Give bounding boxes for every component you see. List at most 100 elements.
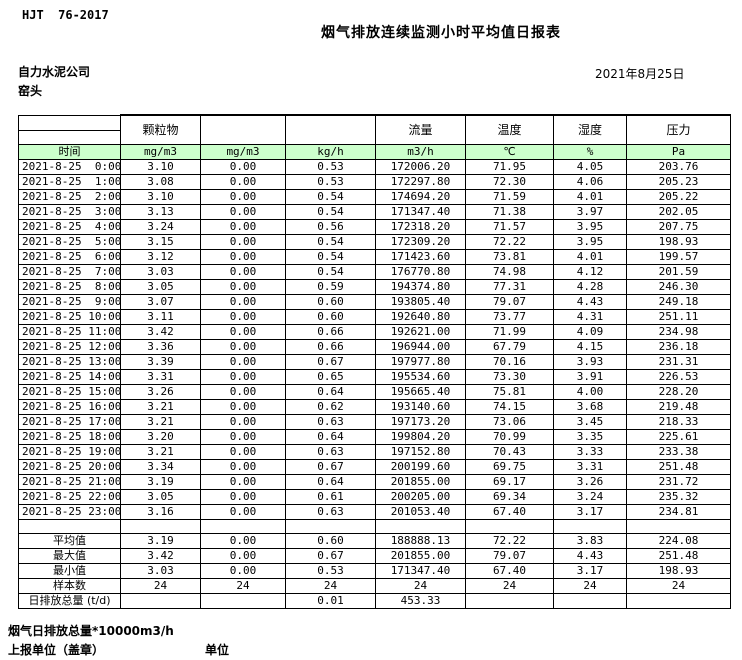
hourly-data-row: 2021-8-25 16:00 3.21 0.00 0.62 193140.60 74.1… xyxy=(18,398,731,415)
unit-m3-h: m3/h xyxy=(375,143,466,160)
daily-total-row: 日排放总量 (t/d) 0.01 453.33 xyxy=(18,592,731,609)
summary-value-cell: 3.83 xyxy=(553,532,627,549)
value-cell: 3.10 xyxy=(120,158,201,175)
value-cell: 197977.80 xyxy=(375,353,466,370)
time-group-cell xyxy=(18,114,121,145)
value-cell: 4.01 xyxy=(553,248,627,265)
summary-value-cell: 224.08 xyxy=(626,532,731,549)
value-cell: 0.00 xyxy=(200,428,286,445)
unit-percent: % xyxy=(553,143,627,160)
unit-mg-m3-1: mg/m3 xyxy=(120,143,201,160)
time-cell: 2021-8-25 0:00 xyxy=(18,158,121,175)
summary-value-cell: 0.67 xyxy=(285,547,376,564)
value-cell: 4.06 xyxy=(553,173,627,190)
summary-value-cell: 188888.13 xyxy=(375,532,466,549)
daily-total-empty-2 xyxy=(200,592,286,609)
value-cell: 74.15 xyxy=(465,398,554,415)
value-cell: 73.06 xyxy=(465,413,554,430)
value-cell: 3.36 xyxy=(120,338,201,355)
hourly-data-row: 2021-8-25 23:00 3.16 0.00 0.63 201053.40 67.4… xyxy=(18,503,731,520)
pressure-group-header: 压力 xyxy=(626,114,731,145)
value-cell: 3.26 xyxy=(553,473,627,490)
value-cell: 0.00 xyxy=(200,323,286,340)
flue-gas-total-note: 烟气日排放总量*10000m3/h xyxy=(8,624,174,638)
summary-value-cell: 3.03 xyxy=(120,562,201,579)
time-cell: 2021-8-25 19:00 xyxy=(18,443,121,460)
summary-value-cell: 0.60 xyxy=(285,532,376,549)
summary-label: 最大值 xyxy=(18,547,121,564)
time-cell: 2021-8-25 7:00 xyxy=(18,263,121,280)
value-cell: 0.00 xyxy=(200,188,286,205)
value-cell: 71.38 xyxy=(465,203,554,220)
value-cell: 3.42 xyxy=(120,323,201,340)
value-cell: 3.39 xyxy=(120,353,201,370)
value-cell: 234.98 xyxy=(626,323,731,340)
value-cell: 193140.60 xyxy=(375,398,466,415)
value-cell: 207.75 xyxy=(626,218,731,235)
value-cell: 0.64 xyxy=(285,473,376,490)
empty-cell xyxy=(120,518,201,534)
value-cell: 195534.60 xyxy=(375,368,466,385)
split-divider xyxy=(19,129,120,131)
daily-total-empty-1 xyxy=(120,592,201,609)
value-cell: 3.11 xyxy=(120,308,201,325)
value-cell: 3.05 xyxy=(120,488,201,505)
hourly-data-row: 2021-8-25 0:00 3.10 0.00 0.53 172006.20 71.95… xyxy=(18,158,731,175)
value-cell: 73.30 xyxy=(465,368,554,385)
hourly-data-row: 2021-8-25 8:00 3.05 0.00 0.59 194374.80 77.31… xyxy=(18,278,731,295)
summary-value-cell: 72.22 xyxy=(465,532,554,549)
empty-cell xyxy=(18,518,121,534)
unit-kg-h: kg/h xyxy=(285,143,376,160)
summary-value-cell: 24 xyxy=(285,577,376,594)
hourly-data-row: 2021-8-25 14:00 3.31 0.00 0.65 195534.60 73.3… xyxy=(18,368,731,385)
value-cell: 249.18 xyxy=(626,293,731,310)
value-cell: 192640.80 xyxy=(375,308,466,325)
summary-value-cell: 0.00 xyxy=(200,532,286,549)
time-cell: 2021-8-25 5:00 xyxy=(18,233,121,250)
empty-cell xyxy=(626,518,731,534)
value-cell: 197173.20 xyxy=(375,413,466,430)
value-cell: 4.28 xyxy=(553,278,627,295)
company-name: 自力水泥公司 xyxy=(18,65,91,79)
value-cell: 73.81 xyxy=(465,248,554,265)
daily-total-kg-h: 0.01 xyxy=(285,592,376,609)
summary-value-cell: 0.00 xyxy=(200,562,286,579)
value-cell: 3.19 xyxy=(120,473,201,490)
hourly-data-row: 2021-8-25 13:00 3.39 0.00 0.67 197977.80 70.1… xyxy=(18,353,731,370)
value-cell: 0.67 xyxy=(285,353,376,370)
summary-row: 最小值 3.03 0.00 0.53 171347.40 67.40 3.17 198.93 xyxy=(18,562,731,579)
value-cell: 196944.00 xyxy=(375,338,466,355)
unit-celsius: ℃ xyxy=(465,143,554,160)
value-cell: 4.15 xyxy=(553,338,627,355)
hourly-data-row: 2021-8-25 19:00 3.21 0.00 0.63 197152.80 70.4… xyxy=(18,443,731,460)
value-cell: 0.56 xyxy=(285,218,376,235)
doc-standard-code: HJT 76-2017 xyxy=(22,8,109,22)
empty-cell xyxy=(465,518,554,534)
value-cell: 0.00 xyxy=(200,503,286,520)
value-cell: 0.65 xyxy=(285,368,376,385)
time-cell: 2021-8-25 6:00 xyxy=(18,248,121,265)
value-cell: 225.61 xyxy=(626,428,731,445)
value-cell: 0.61 xyxy=(285,488,376,505)
summary-value-cell: 24 xyxy=(553,577,627,594)
hourly-data-row: 2021-8-25 12:00 3.36 0.00 0.66 196944.00 67.7… xyxy=(18,338,731,355)
value-cell: 75.81 xyxy=(465,383,554,400)
summary-label: 平均值 xyxy=(18,532,121,549)
value-cell: 3.16 xyxy=(120,503,201,520)
value-cell: 67.40 xyxy=(465,503,554,520)
value-cell: 3.10 xyxy=(120,188,201,205)
value-cell: 0.00 xyxy=(200,338,286,355)
value-cell: 4.31 xyxy=(553,308,627,325)
time-cell: 2021-8-25 23:00 xyxy=(18,503,121,520)
value-cell: 0.00 xyxy=(200,203,286,220)
time-cell: 2021-8-25 14:00 xyxy=(18,368,121,385)
value-cell: 218.33 xyxy=(626,413,731,430)
hourly-data-row: 2021-8-25 1:00 3.08 0.00 0.53 172297.80 72.30… xyxy=(18,173,731,190)
value-cell: 201053.40 xyxy=(375,503,466,520)
page-title: 烟气排放连续监测小时平均值日报表 xyxy=(321,25,561,41)
value-cell: 3.24 xyxy=(120,218,201,235)
value-cell: 0.00 xyxy=(200,278,286,295)
value-cell: 0.66 xyxy=(285,323,376,340)
value-cell: 235.32 xyxy=(626,488,731,505)
